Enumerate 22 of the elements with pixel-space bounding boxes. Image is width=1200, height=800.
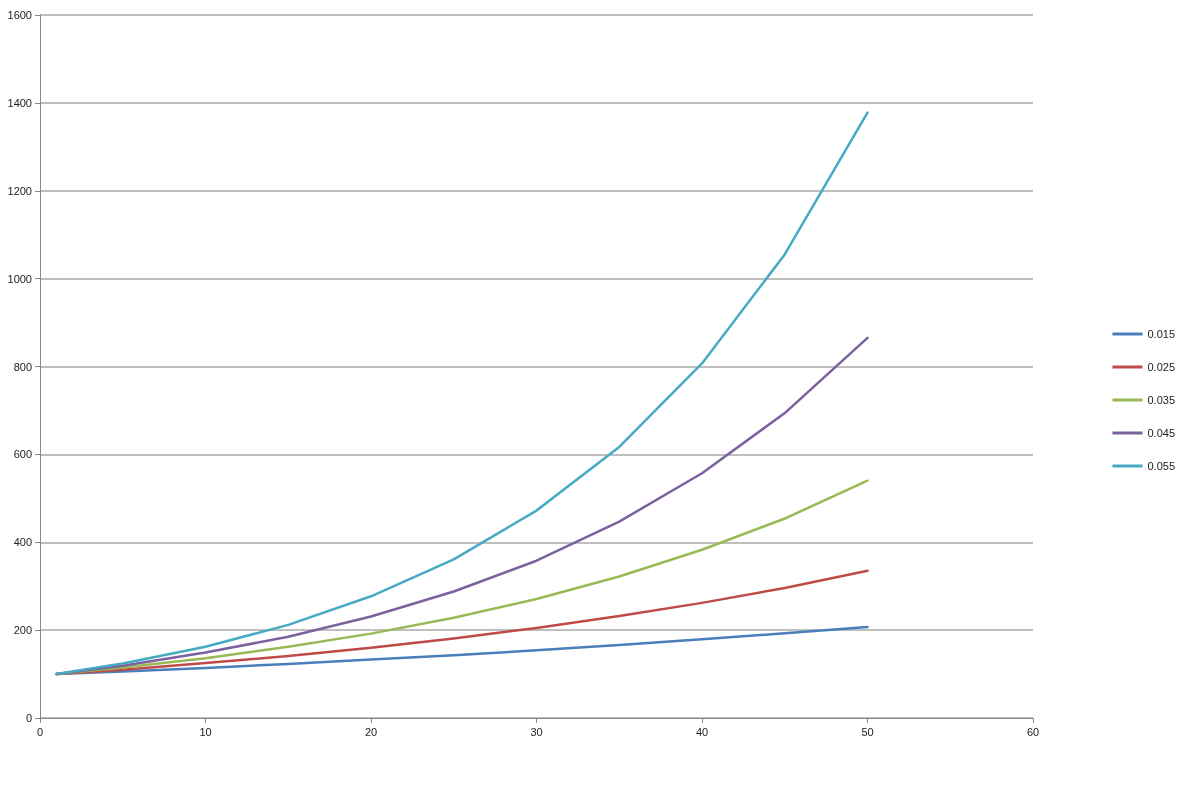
y-tick-label: 600 xyxy=(13,448,32,461)
legend-label: 0.045 xyxy=(1147,427,1175,439)
x-tick-label: 60 xyxy=(1026,725,1040,738)
y-tick-label: 200 xyxy=(13,624,32,637)
legend-label: 0.015 xyxy=(1147,328,1175,340)
legend-label: 0.035 xyxy=(1147,394,1175,406)
legend-label: 0.055 xyxy=(1147,460,1175,472)
x-tick-label: 40 xyxy=(695,725,709,738)
x-tick-label: 20 xyxy=(364,725,378,738)
y-tick-label: 1400 xyxy=(7,96,32,109)
x-tick-label: 50 xyxy=(861,725,874,738)
y-tick-label: 800 xyxy=(13,360,32,373)
y-tick-label: 1000 xyxy=(7,272,32,285)
legend-label: 0.025 xyxy=(1147,361,1175,373)
y-tick-label: 1200 xyxy=(7,184,32,197)
x-tick-label: 0 xyxy=(36,725,44,738)
y-tick-label: 0 xyxy=(25,712,32,724)
y-tick-label: 1600 xyxy=(7,9,32,21)
x-tick-label: 10 xyxy=(199,725,212,738)
x-tick-label: 30 xyxy=(530,725,543,738)
y-tick-label: 400 xyxy=(13,536,32,549)
line-series xyxy=(55,111,869,676)
